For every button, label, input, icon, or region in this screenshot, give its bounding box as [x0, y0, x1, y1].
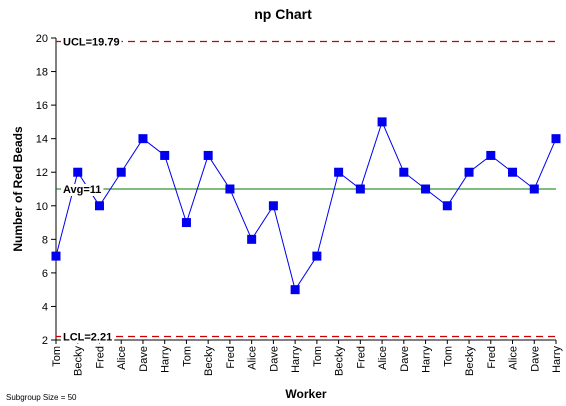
- data-point: [116, 167, 126, 177]
- y-tick-label: 2: [42, 335, 48, 347]
- data-point: [312, 251, 322, 261]
- x-tick-label: Tom: [181, 346, 193, 367]
- x-tick-label: Dave: [529, 346, 541, 372]
- avg-label-bg: [61, 184, 104, 196]
- x-tick-label: Becky: [464, 346, 476, 376]
- x-tick-label: Tom: [442, 346, 454, 367]
- data-point: [51, 251, 61, 261]
- x-axis-label: Worker: [285, 387, 326, 401]
- data-point: [508, 167, 518, 177]
- y-tick-label: 10: [36, 201, 48, 213]
- x-tick-label: Dave: [268, 346, 280, 372]
- data-point: [181, 218, 191, 228]
- lcl-label: LCL=2.21: [63, 331, 112, 343]
- x-tick-label: Dave: [399, 346, 411, 372]
- data-point: [138, 134, 148, 144]
- lcl-label-bg: [61, 331, 115, 344]
- x-tick-label: Harry: [290, 346, 302, 373]
- data-point: [442, 201, 452, 211]
- ucl-label-bg: [61, 36, 122, 49]
- avg-label: Avg=11: [63, 184, 101, 196]
- data-point: [529, 184, 539, 194]
- data-point: [551, 134, 561, 144]
- data-point: [94, 201, 104, 211]
- ucl-label: UCL=19.79: [63, 37, 120, 49]
- data-point: [486, 150, 496, 160]
- data-point: [73, 167, 83, 177]
- y-tick-label: 8: [42, 234, 48, 246]
- data-point: [203, 150, 213, 160]
- chart-title: np Chart: [254, 6, 312, 22]
- data-point: [268, 201, 278, 211]
- x-tick-label: Tom: [312, 346, 324, 367]
- y-tick-label: 12: [36, 167, 48, 179]
- y-axis-label: Number of Red Beads: [11, 126, 25, 252]
- x-tick-label: Alice: [247, 346, 259, 370]
- y-tick-label: 16: [36, 100, 48, 112]
- x-tick-label: Fred: [486, 346, 498, 369]
- y-tick-label: 14: [36, 134, 48, 146]
- x-tick-label: Becky: [73, 346, 85, 376]
- data-point: [355, 184, 365, 194]
- x-tick-label: Becky: [334, 346, 346, 376]
- x-tick-label: Alice: [377, 346, 389, 370]
- subgroup-size-note: Subgroup Size = 50: [6, 393, 77, 402]
- data-point: [290, 285, 300, 295]
- data-point: [160, 150, 170, 160]
- y-tick-label: 4: [42, 301, 48, 313]
- x-tick-label: Dave: [138, 346, 150, 372]
- data-point: [377, 117, 387, 127]
- data-point: [247, 234, 257, 244]
- y-tick-label: 20: [36, 33, 48, 45]
- x-tick-label: Harry: [421, 346, 433, 373]
- x-tick-label: Harry: [551, 346, 563, 373]
- data-point: [464, 167, 474, 177]
- y-tick-label: 18: [36, 67, 48, 79]
- x-tick-label: Alice: [116, 346, 128, 370]
- data-point: [225, 184, 235, 194]
- x-tick-label: Fred: [355, 346, 367, 369]
- x-tick-label: Alice: [508, 346, 520, 370]
- data-line: [55, 120, 557, 291]
- x-tick-label: Fred: [94, 346, 106, 369]
- x-tick-label: Harry: [160, 346, 172, 373]
- x-tick-label: Becky: [203, 346, 215, 376]
- x-tick-label: Tom: [51, 346, 63, 367]
- x-tick-label: Fred: [225, 346, 237, 369]
- data-point: [399, 167, 409, 177]
- y-tick-label: 6: [42, 268, 48, 280]
- data-point: [334, 167, 344, 177]
- data-point: [421, 184, 431, 194]
